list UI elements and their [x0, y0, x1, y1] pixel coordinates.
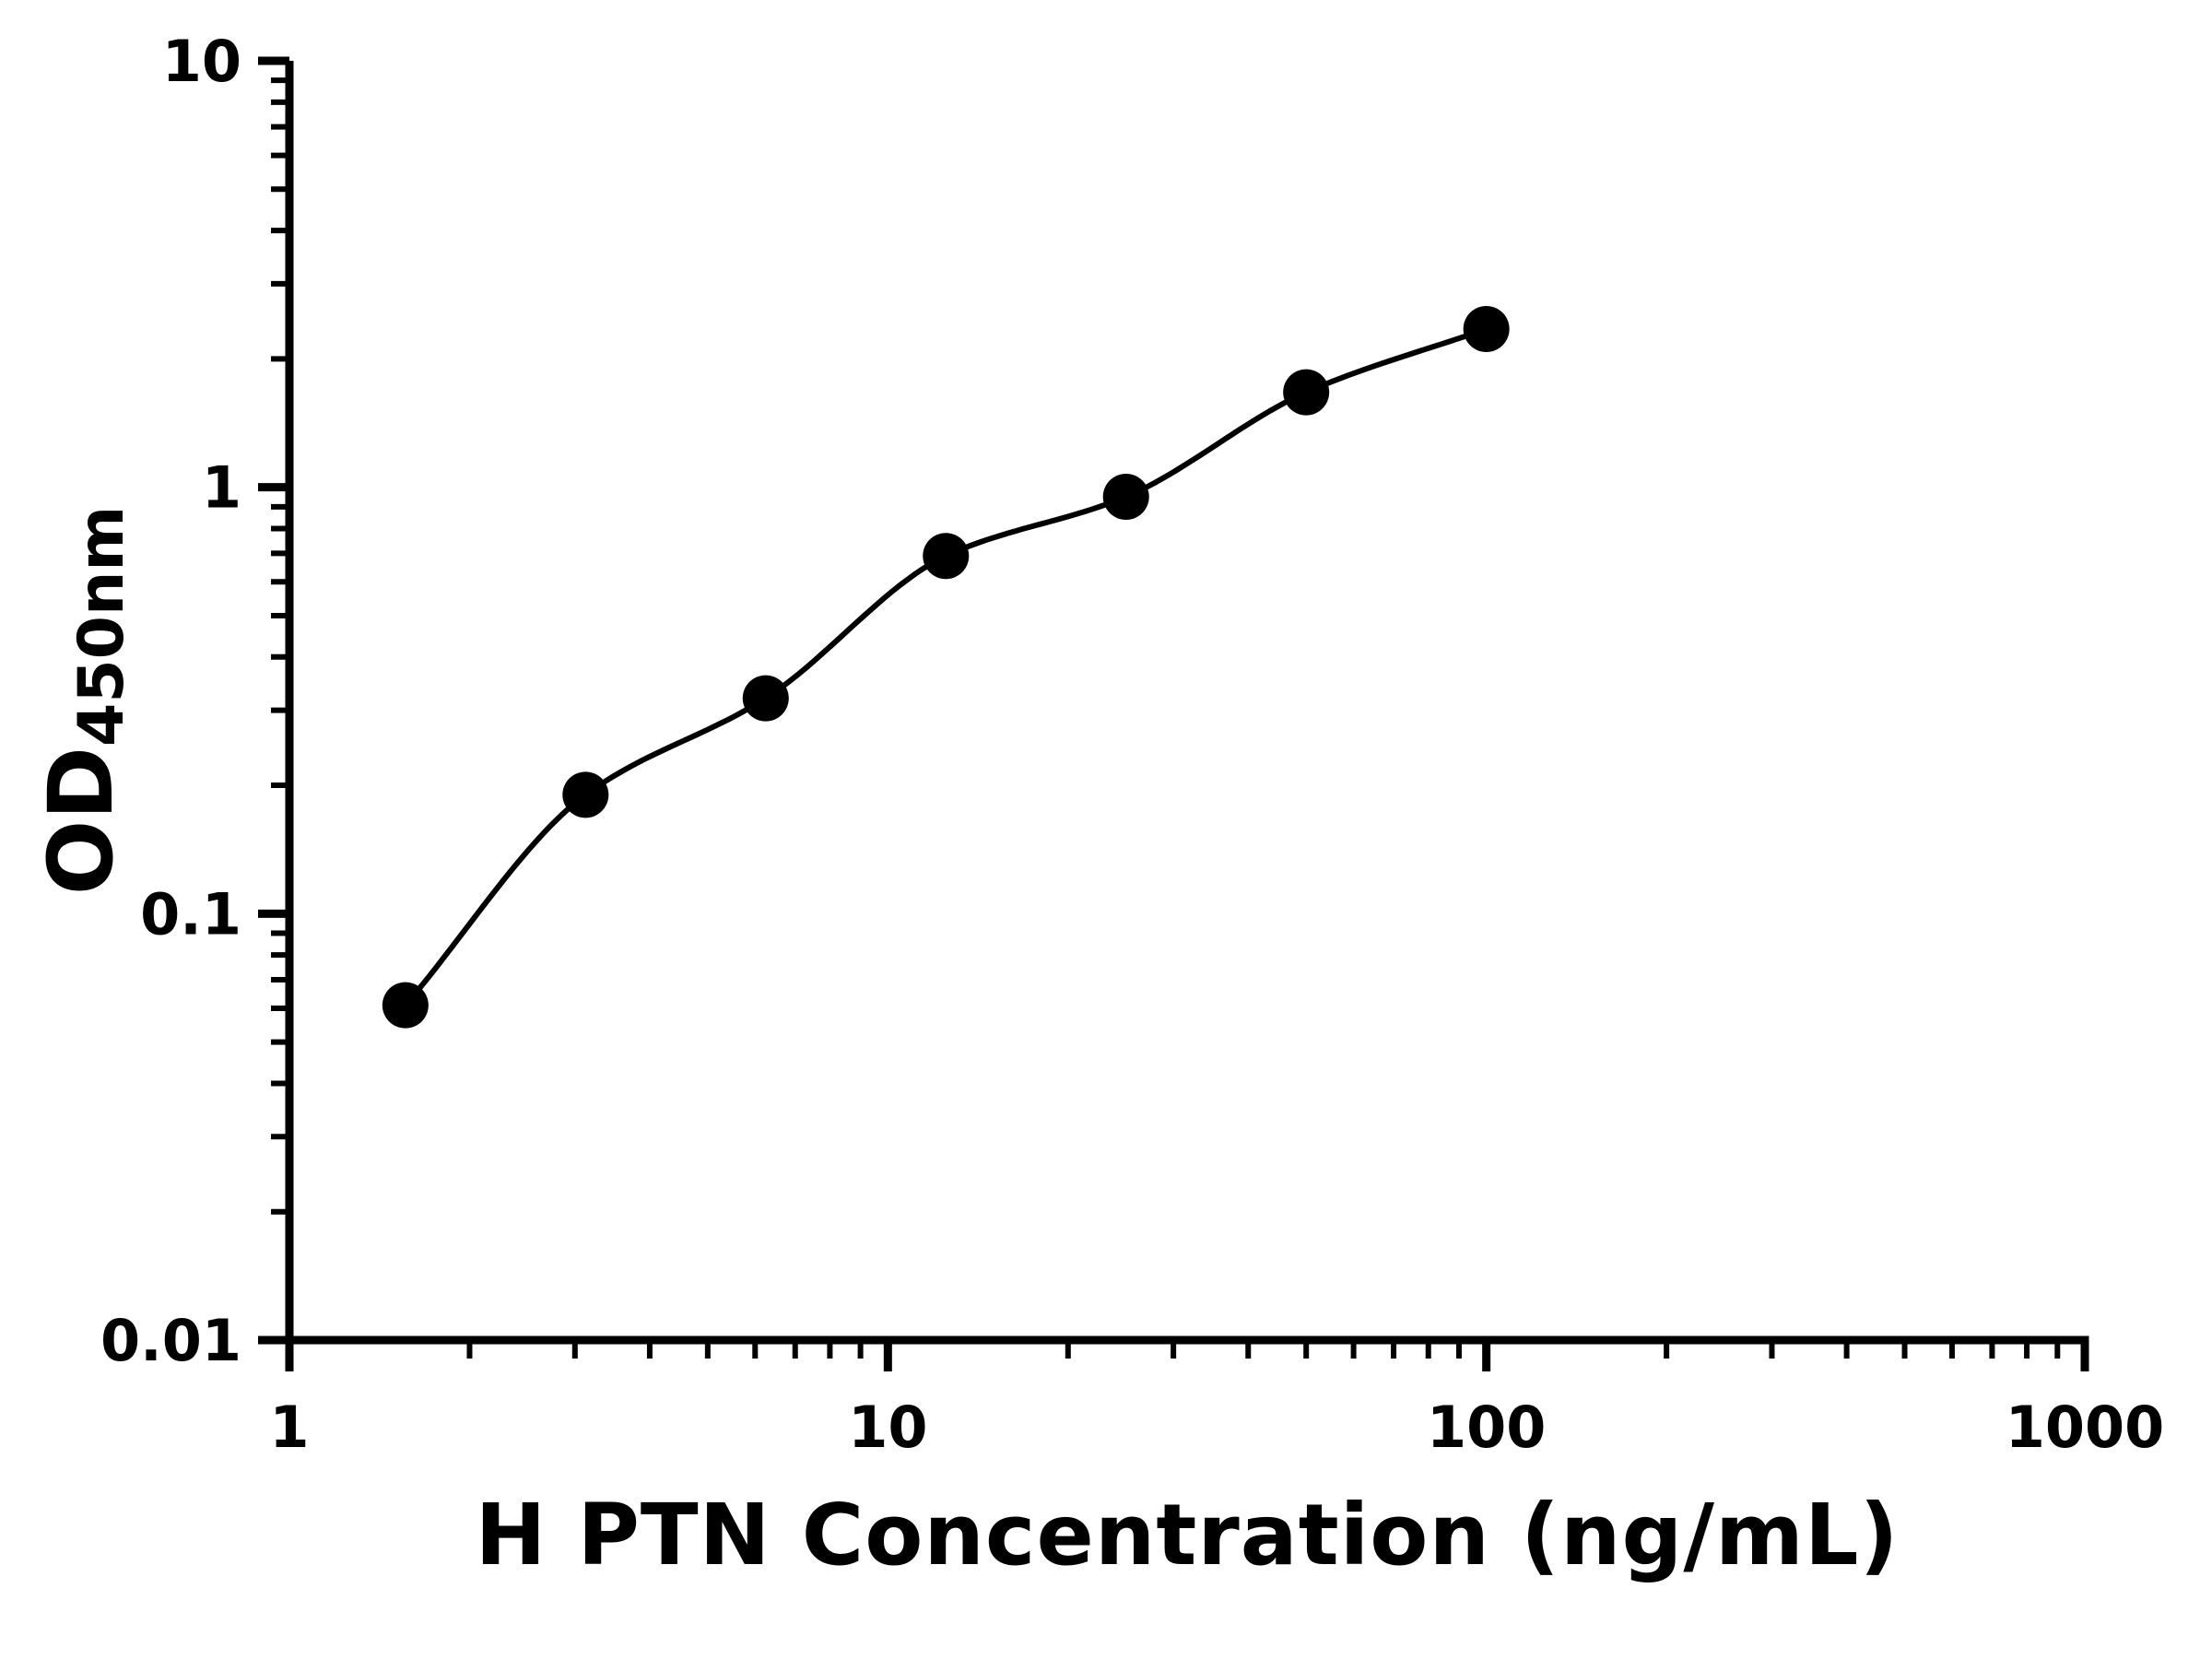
x-tick-label: 10	[848, 1394, 927, 1461]
fit-curve	[403, 326, 1488, 1007]
data-point	[923, 533, 970, 580]
y-axis-title: OD450nm	[26, 424, 138, 977]
x-tick-label: 100	[1427, 1394, 1546, 1461]
x-axis-title: H PTN Concentration (ng/mL)	[475, 1486, 1900, 1584]
data-point	[562, 771, 609, 818]
data-point	[1102, 473, 1149, 520]
y-axis-title-main: OD	[29, 746, 133, 896]
data-point	[742, 675, 789, 722]
data-point	[1463, 305, 1510, 352]
x-tick-label: 1000	[2006, 1394, 2165, 1461]
data-point	[382, 982, 429, 1029]
y-tick-label: 0.1	[140, 880, 241, 947]
y-tick-label: 0.01	[100, 1307, 241, 1374]
y-tick-label: 1	[202, 454, 241, 522]
data-point	[1283, 369, 1330, 416]
y-axis-title-subscript: 450nm	[65, 505, 138, 747]
y-tick-label: 10	[162, 28, 241, 95]
x-tick-label: 1	[269, 1394, 309, 1461]
